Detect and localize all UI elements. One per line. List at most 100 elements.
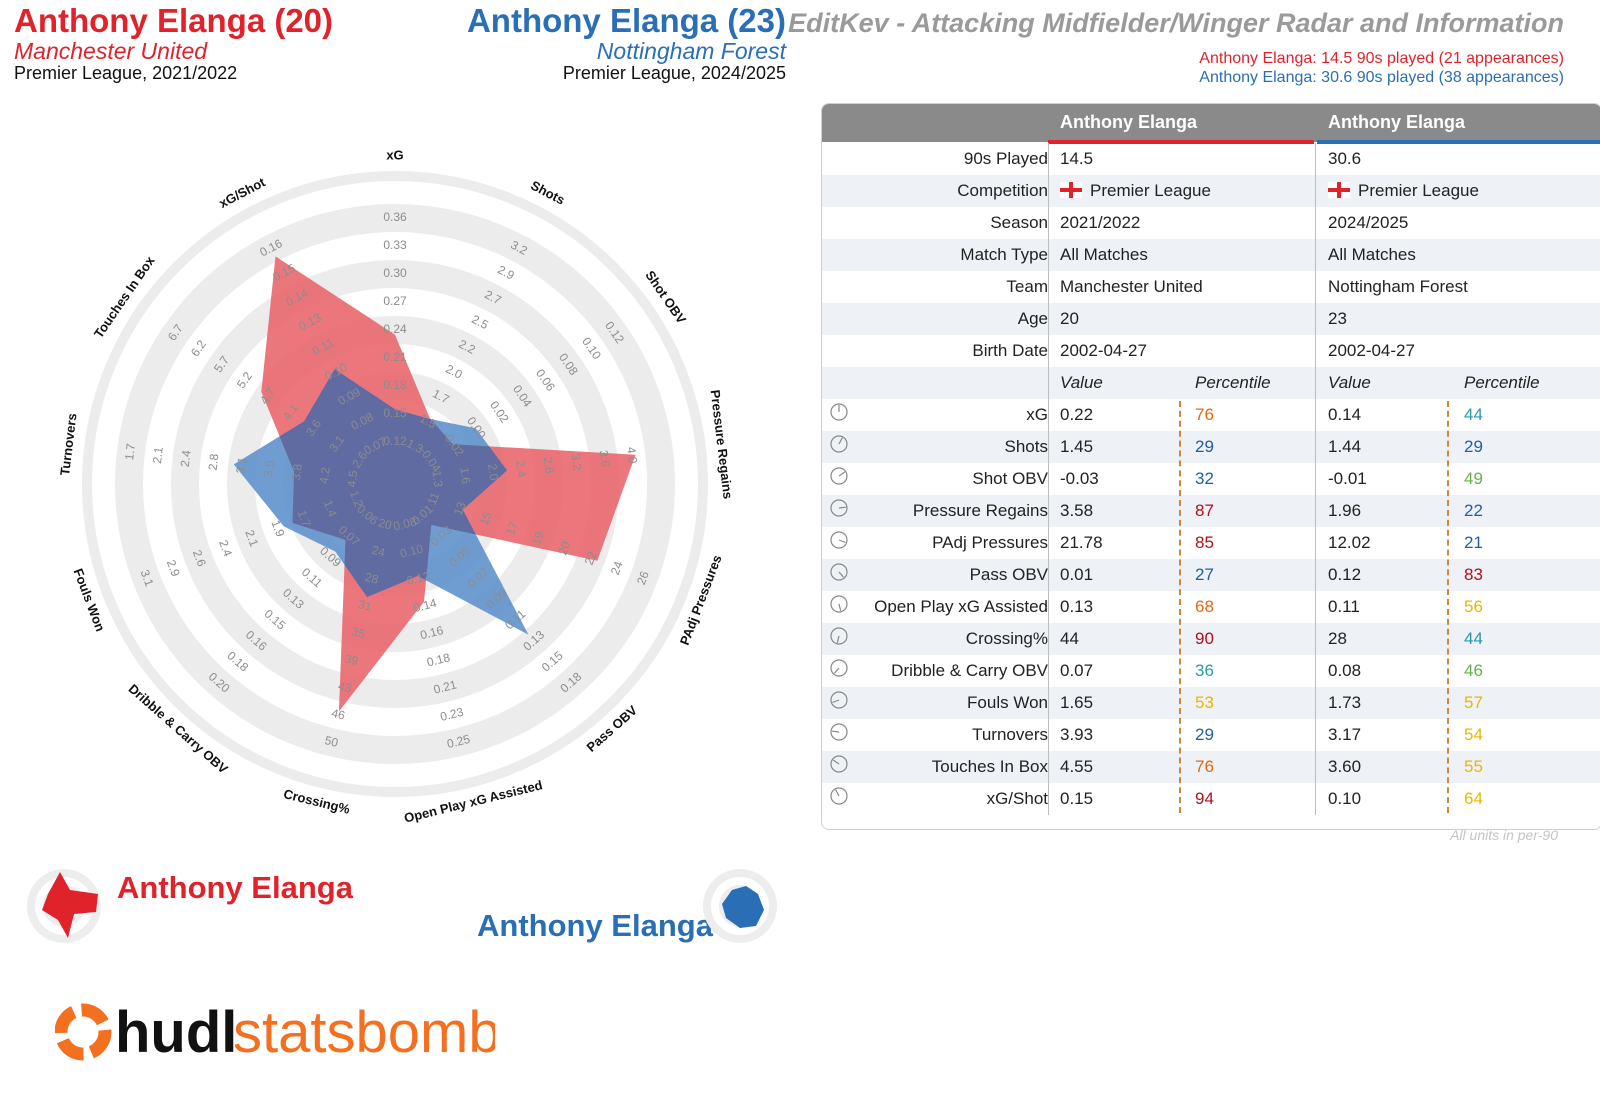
radar-tick-label: 0.10: [399, 542, 425, 561]
metric-label: xG/Shot: [986, 789, 1048, 808]
metric-value-player2: 1.73: [1328, 693, 1362, 712]
info-row: Team Manchester United Nottingham Forest: [822, 271, 1600, 303]
metric-percentile-player2: 83: [1464, 565, 1483, 584]
radar-tick-label: 0.15: [383, 406, 407, 420]
radar-tick-label: 26: [634, 569, 652, 587]
radar-tick-label: 0.25: [445, 732, 471, 751]
metric-value-player1: 21.78: [1060, 533, 1103, 552]
metric-value-player2: 0.14: [1328, 405, 1362, 424]
metric-value-player1: 1.45: [1060, 437, 1094, 456]
info-row: Match Type All Matches All Matches: [822, 239, 1600, 271]
metric-percentile-player2: 22: [1464, 501, 1483, 520]
info-value-player2: 30.6: [1328, 149, 1362, 168]
metric-gauge-icon: [830, 723, 848, 741]
metric-gauge-icon: [830, 467, 848, 485]
metric-row: Shot OBV -0.03 32 -0.01 49: [822, 463, 1600, 495]
legend-player2: Anthony Elanga: [477, 908, 713, 943]
radar-axis-label: Pressure Regains: [708, 389, 736, 500]
metric-percentile-player1: 76: [1195, 757, 1214, 776]
metric-label: xG: [1026, 405, 1048, 424]
radar-tick-label: 19: [529, 529, 547, 547]
metric-label: Open Play xG Assisted: [874, 597, 1048, 616]
radar-tick-label: 0.27: [383, 294, 407, 308]
percentile-divider: [1447, 401, 1449, 813]
metric-value-player2: -0.01: [1328, 469, 1367, 488]
metric-row: xG 0.22 76 0.14 44: [822, 399, 1600, 431]
radar-tick-label: 13: [451, 499, 469, 517]
england-flag-icon: [1328, 182, 1350, 198]
radar-tick-label: 43: [337, 679, 354, 696]
metric-value-player1: 0.01: [1060, 565, 1094, 584]
metric-value-player1: 0.15: [1060, 789, 1094, 808]
radar-tick-label: 0.08: [392, 514, 418, 533]
metric-row: Shots 1.45 29 1.44 29: [822, 431, 1600, 463]
metric-percentile-player1: 68: [1195, 597, 1214, 616]
radar-tick-label: 2.2: [456, 337, 478, 357]
info-label: Season: [990, 213, 1048, 232]
player1-name: Anthony Elanga (20): [14, 2, 334, 39]
radar-axis-label: xG: [386, 147, 403, 162]
radar-tick-label: 2.7: [482, 287, 504, 307]
metric-label: Touches In Box: [931, 757, 1048, 776]
radar-tick-label: 0.24: [383, 322, 407, 336]
radar-tick-label: 0.23: [439, 705, 465, 724]
radar-tick-label: 1.7: [122, 442, 138, 461]
metric-percentile-player1: 85: [1195, 533, 1214, 552]
info-value-player2: 23: [1328, 309, 1347, 328]
radar-tick-label: 1.3: [430, 470, 446, 489]
metric-percentile-player1: 27: [1195, 565, 1214, 584]
metric-gauge-icon: [830, 787, 848, 805]
info-label: Birth Date: [972, 341, 1048, 360]
info-value-player2: All Matches: [1328, 245, 1416, 264]
radar-tick-label: 2.9: [164, 558, 183, 579]
radar-tick-label: 24: [370, 543, 387, 560]
metric-percentile-player2: 56: [1464, 597, 1483, 616]
radar-outer-ring: [82, 171, 708, 797]
player2-played-note: Anthony Elanga: 30.6 90s played (38 appe…: [1199, 69, 1564, 86]
radar-tick-label: 1.7: [430, 386, 452, 406]
info-value-player2: 2024/2025: [1328, 213, 1409, 232]
radar-tick-label: 1.5: [417, 411, 439, 431]
radar-tick-label: 28: [364, 570, 381, 587]
radar-chart: 0.12 0.15 0.18 0.21 0.24 0.27 0.30 0.33 0.36 xG 1.…: [57, 147, 736, 825]
info-row: Season 2021/2022 2024/2025: [822, 207, 1600, 239]
radar-tick-label: 0.18: [425, 650, 451, 669]
metric-percentile-player2: 54: [1464, 725, 1483, 744]
player1-team: Manchester United: [14, 38, 208, 64]
metric-gauge-icon: [830, 499, 848, 517]
metric-percentile-player2: 29: [1464, 437, 1483, 456]
metric-gauge-icon: [830, 435, 848, 453]
radar-tick-label: 2.4: [513, 460, 529, 479]
info-row: Birth Date 2002-04-27 2002-04-27: [822, 335, 1600, 367]
metric-gauge-icon: [830, 627, 848, 645]
metric-percentile-player2: 64: [1464, 789, 1483, 808]
metric-percentile-player1: 90: [1195, 629, 1214, 648]
radar-tick-label: 1.9: [268, 518, 287, 539]
info-value-player2: Nottingham Forest: [1328, 277, 1468, 296]
england-flag-icon: [1060, 182, 1082, 198]
radar-tick-label: 0.33: [383, 238, 407, 252]
metric-percentile-player2: 57: [1464, 693, 1483, 712]
radar-tick-label: 20: [377, 516, 394, 533]
metric-label: Crossing%: [965, 629, 1048, 648]
metric-row: Fouls Won 1.65 53 1.73 57: [822, 687, 1600, 719]
table-header: Anthony Elanga Anthony Elanga: [822, 104, 1600, 142]
player2-team: Nottingham Forest: [596, 38, 786, 64]
metric-value-player2: 1.44: [1328, 437, 1362, 456]
metric-percentile-player1: 76: [1195, 405, 1214, 424]
metric-gauge-icon: [830, 595, 848, 613]
info-label: Team: [1006, 277, 1048, 296]
radar-tick-label: 0.18: [383, 378, 407, 392]
radar-tick-label: 39: [343, 652, 360, 669]
radar-tick-label: 4.2: [317, 466, 333, 485]
radar-tick-label: 0.16: [419, 623, 445, 642]
radar-tick-label: 4.0: [624, 446, 640, 465]
info-value-player2: Premier League: [1328, 181, 1479, 201]
radar-tick-label: 0.12: [383, 434, 407, 448]
player2-name: Anthony Elanga (23): [466, 2, 786, 39]
metric-value-player1: 3.58: [1060, 501, 1094, 520]
metric-label: Dribble & Carry OBV: [891, 661, 1048, 680]
metric-gauge-icon: [830, 691, 848, 709]
radar-tick-label: 2.1: [242, 528, 261, 549]
metric-value-player2: 0.12: [1328, 565, 1362, 584]
